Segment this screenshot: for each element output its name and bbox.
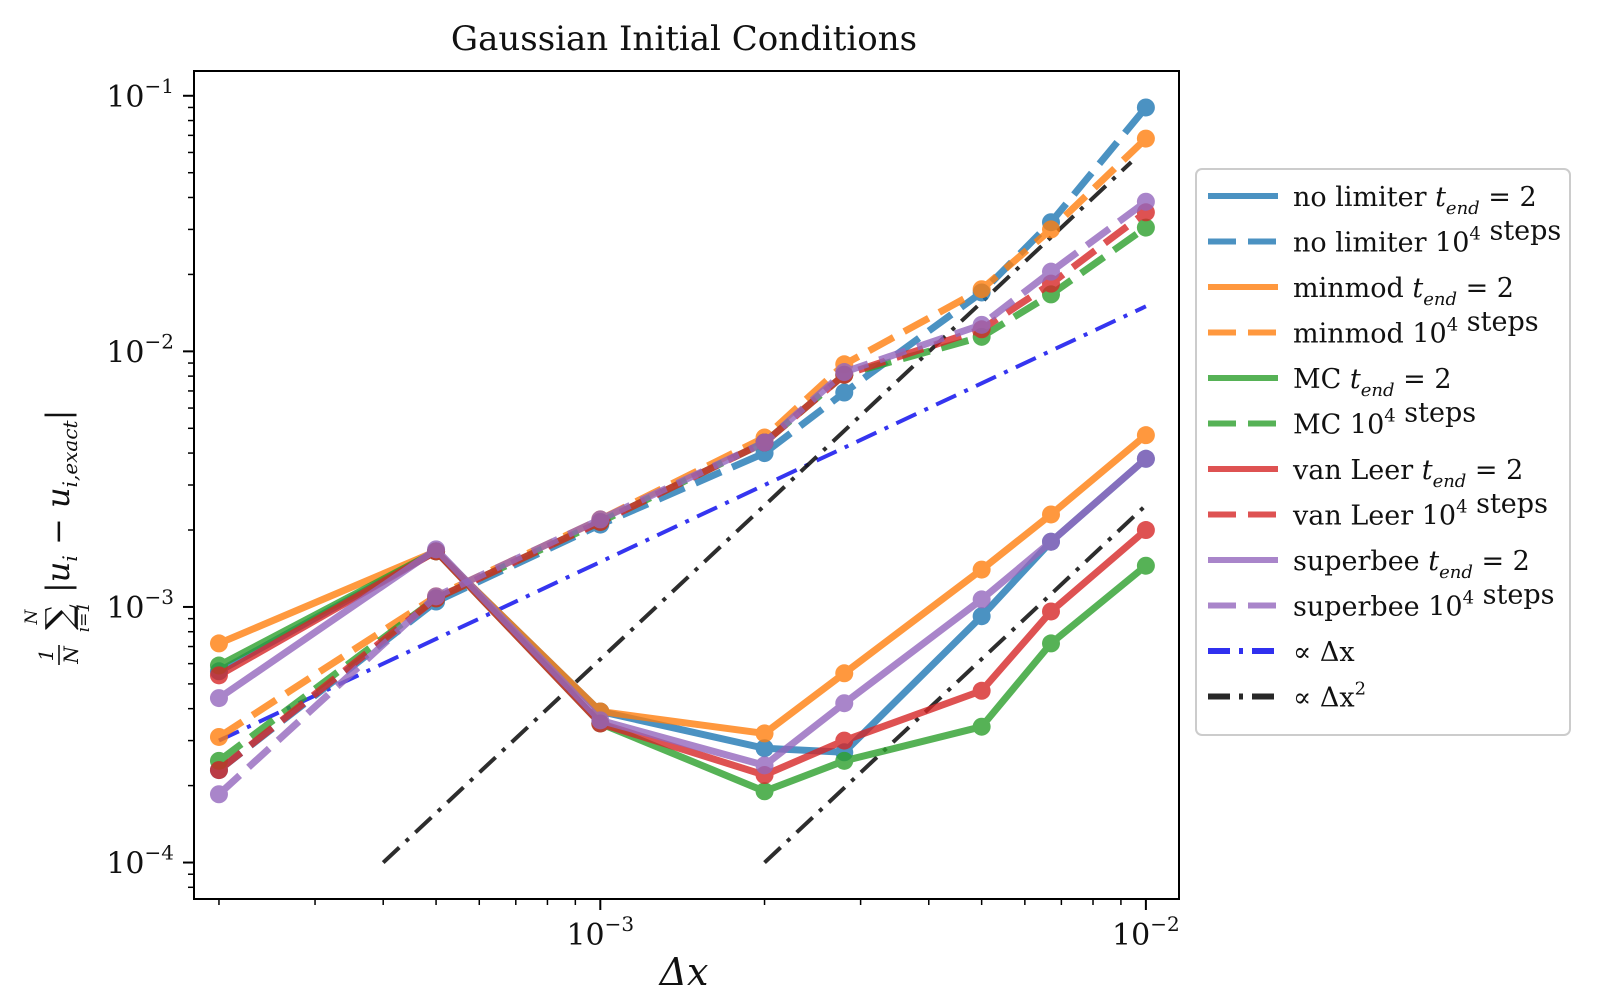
x-tick-label: 10−3 [566,912,634,953]
reference-line-0 [218,304,1147,743]
data-point [972,280,991,299]
data-point [1136,192,1155,211]
legend-entry-label: no limiter 104 steps [1293,216,1561,259]
data-point [835,664,854,683]
plot-area [209,98,1155,864]
legend-entry-label: van Leer tend = 2 [1292,455,1523,492]
chart-title: Gaussian Initial Conditions [451,19,917,59]
y-tick-label: 10−2 [106,329,174,370]
legend-entry-label: ∝ Δx2 [1293,679,1366,714]
legend-entry-label: superbee tend = 2 [1293,546,1530,583]
y-tick-label: 10−3 [106,585,174,626]
y-tick-label: 10−1 [106,74,174,115]
series-line [216,456,1149,769]
data-point [755,724,774,743]
y-axis-label-fraction-den: N [59,645,83,665]
data-point [427,587,446,606]
y-axis-label: 1 N N ∑ i=1 |ui − ui,exact| [22,410,94,665]
y-axis-label-sum-top: N [22,608,42,625]
data-point [835,694,854,713]
data-point [209,727,228,746]
data-point [1136,129,1155,148]
data-point [591,711,610,730]
legend-entry-label: superbee 104 steps [1293,580,1554,623]
data-point [209,761,228,780]
data-point [591,510,610,529]
series-line [217,136,1149,740]
legend-entry-label: minmod 104 steps [1293,307,1539,350]
x-axis-ticks: 10−3 10−2 [218,899,1180,953]
data-point [835,751,854,770]
data-point [1136,426,1155,445]
data-point [835,383,854,402]
data-point [209,634,228,653]
data-point [1041,220,1060,239]
data-point [1041,505,1060,524]
data-point [755,739,774,758]
legend-entry-label: van Leer 104 steps [1292,489,1548,532]
y-axis-label-sum: ∑ [39,604,80,630]
legend-entry-label: ∝ Δx [1293,637,1355,668]
y-axis-label-sum-bottom: i=1 [74,602,94,633]
data-point [972,717,991,736]
legend-entry-label: no limiter tend = 2 [1293,182,1537,219]
legend-entry-label: minmod tend = 2 [1293,273,1514,310]
data-point [755,782,774,801]
data-point [972,681,991,700]
reference-line-2 [763,503,1148,864]
x-tick-label: 10−2 [1112,912,1180,953]
data-point [1136,449,1155,468]
x-axis-label: Δx [658,950,709,994]
legend-entry-label: MC tend = 2 [1293,364,1452,401]
legend-entry-label: MC 104 steps [1293,398,1476,441]
series-line [216,198,1148,797]
data-point [1041,602,1060,621]
data-point [1136,521,1155,540]
data-point [209,666,228,685]
legend: no limiter tend = 2no limiter 104 steps m… [1195,168,1571,736]
series-8 [209,449,1155,775]
data-point [972,590,991,609]
y-axis-label-fraction-num: 1 [34,649,58,662]
data-point [1136,98,1155,117]
series-9 [209,192,1155,804]
data-point [427,540,446,559]
legend-box [1195,168,1571,736]
data-point [1041,634,1060,653]
data-point [972,315,991,334]
data-point [755,433,774,452]
data-point [209,785,228,804]
data-point [835,363,854,382]
reference-line-1 [381,160,1133,864]
data-point [972,560,991,579]
y-axis-ticks: 10−4 10−3 10−2 10−1 [106,74,194,889]
data-point [1041,262,1060,281]
data-point [1136,218,1155,237]
y-tick-label: 10−4 [106,841,174,882]
data-point [835,731,854,750]
data-point [972,607,991,626]
data-point [1041,532,1060,551]
data-point [755,756,774,775]
data-point [209,689,228,708]
y-axis-label-body: |ui − ui,exact| [39,410,82,593]
plot-frame [193,70,1180,900]
data-point [1136,556,1155,575]
